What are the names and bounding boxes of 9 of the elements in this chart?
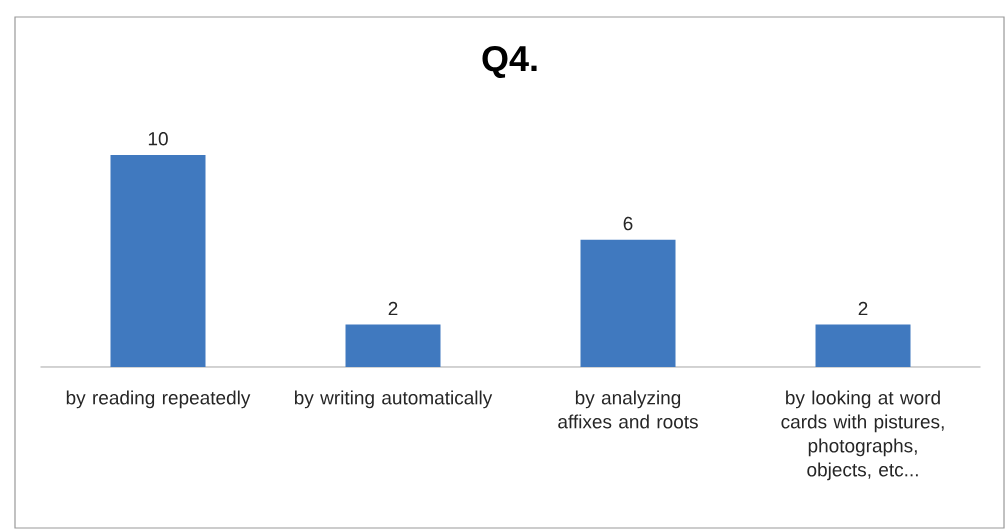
data-label: 2 <box>388 301 398 316</box>
data-label: 6 <box>623 216 633 231</box>
x-tick-label: by writing automatically <box>294 390 493 409</box>
x-tick-label: by looking at word cards with pistures, photographs, objects, etc... <box>781 390 944 481</box>
chart-title: Q4. <box>482 45 537 79</box>
data-label: 10 <box>148 132 168 146</box>
x-tick-label: by reading repeatedly <box>66 390 251 409</box>
x-tick-label: by analyzing affixes and roots <box>558 390 698 429</box>
data-label: 2 <box>858 301 868 316</box>
